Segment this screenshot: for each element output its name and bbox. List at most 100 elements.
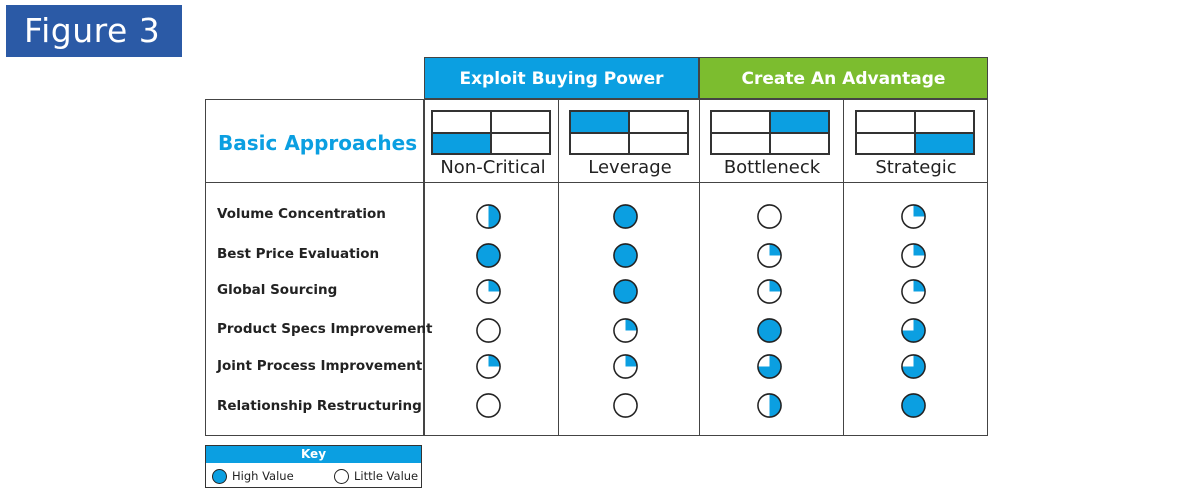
harvey-ball-outline — [475, 242, 501, 268]
harvey-ball-base — [613, 279, 637, 303]
harvey-ball-icon — [475, 242, 501, 268]
harvey-ball-fill — [769, 279, 781, 291]
harvey-ball-icon — [475, 317, 501, 343]
filled-circle-icon — [212, 469, 227, 484]
quadrant-cell — [491, 111, 550, 133]
approach-header-cell — [205, 99, 424, 183]
legend-high-label: High Value — [232, 469, 294, 483]
harvey-ball-fill — [901, 318, 925, 342]
harvey-ball-icon — [900, 392, 926, 418]
figure-label: Figure 3 — [6, 5, 182, 57]
column-divider — [558, 99, 559, 436]
harvey-ball-outline — [612, 392, 638, 418]
harvey-ball-base — [613, 393, 637, 417]
row-label-best-price-evaluation: Best Price Evaluation — [217, 246, 380, 262]
harvey-ball-outline — [475, 392, 501, 418]
quadrant-cell — [570, 132, 629, 154]
harvey-ball-icon — [475, 392, 501, 418]
harvey-ball-outline — [900, 242, 926, 268]
column-name-leverage: Leverage — [588, 157, 672, 178]
harvey-ball-icon — [900, 317, 926, 343]
harvey-ball-outline — [612, 242, 638, 268]
harvey-ball-fill — [625, 354, 637, 366]
harvey-ball-outline — [900, 278, 926, 304]
quadrant-cell — [915, 111, 974, 133]
harvey-ball-fill — [913, 204, 925, 216]
quadrant-cell — [491, 132, 550, 154]
harvey-ball-fill — [901, 354, 925, 378]
harvey-ball-outline — [756, 392, 782, 418]
harvey-ball-icon — [475, 203, 501, 229]
approach-title: Basic Approaches — [218, 131, 418, 155]
quadrant-cell — [629, 132, 688, 154]
harvey-ball-outline — [756, 278, 782, 304]
harvey-ball-icon — [475, 353, 501, 379]
harvey-ball-outline — [756, 353, 782, 379]
harvey-ball-icon — [612, 203, 638, 229]
column-divider — [843, 99, 844, 436]
harvey-ball-fill — [769, 393, 781, 417]
harvey-ball-outline — [900, 317, 926, 343]
harvey-ball-icon — [612, 317, 638, 343]
empty-circle-icon — [334, 469, 349, 484]
matrix-grid — [424, 99, 988, 436]
quadrant-cell — [856, 132, 915, 154]
harvey-ball-fill — [757, 354, 781, 378]
harvey-ball-icon — [756, 242, 782, 268]
harvey-ball-base — [476, 243, 500, 267]
quadrant-cell — [711, 132, 770, 154]
row-labels-column — [205, 183, 424, 436]
quadrant-cell — [711, 111, 770, 133]
harvey-ball-fill — [769, 243, 781, 255]
harvey-ball-outline — [612, 278, 638, 304]
harvey-ball-outline — [900, 203, 926, 229]
legend-title: Key — [206, 446, 421, 463]
quadrant-icon — [710, 110, 830, 155]
harvey-ball-base — [757, 204, 781, 228]
harvey-ball-base — [476, 318, 500, 342]
harvey-ball-fill — [625, 318, 637, 330]
group-header-advantage: Create An Advantage — [699, 57, 988, 99]
harvey-ball-outline — [756, 242, 782, 268]
harvey-ball-icon — [612, 278, 638, 304]
harvey-ball-icon — [756, 317, 782, 343]
column-divider — [699, 99, 700, 436]
harvey-ball-base — [613, 204, 637, 228]
harvey-ball-icon — [612, 392, 638, 418]
harvey-ball-outline — [475, 203, 501, 229]
harvey-ball-icon — [756, 392, 782, 418]
harvey-ball-base — [613, 243, 637, 267]
harvey-ball-outline — [475, 278, 501, 304]
quadrant-icon — [569, 110, 689, 155]
harvey-ball-icon — [475, 278, 501, 304]
quadrant-icon — [431, 110, 551, 155]
legend-item-little: Little Value — [334, 468, 418, 484]
quadrant-cell — [570, 111, 629, 133]
quadrant-cell — [770, 132, 829, 154]
column-name-strategic: Strategic — [875, 157, 957, 178]
harvey-ball-base — [476, 393, 500, 417]
legend-item-high: High Value — [212, 468, 294, 484]
harvey-ball-icon — [612, 353, 638, 379]
row-label-joint-process: Joint Process Improvement — [217, 358, 423, 374]
harvey-ball-outline — [900, 392, 926, 418]
legend-little-label: Little Value — [354, 469, 419, 483]
harvey-ball-outline — [756, 203, 782, 229]
harvey-ball-outline — [612, 203, 638, 229]
row-label-global-sourcing: Global Sourcing — [217, 282, 338, 298]
row-label-volume-concentration: Volume Concentration — [217, 206, 386, 222]
harvey-ball-outline — [475, 317, 501, 343]
harvey-ball-outline — [475, 353, 501, 379]
header-divider — [424, 182, 988, 183]
harvey-ball-icon — [900, 203, 926, 229]
quadrant-cell — [915, 132, 974, 154]
harvey-ball-icon — [756, 278, 782, 304]
harvey-ball-fill — [488, 204, 500, 228]
harvey-ball-fill — [913, 243, 925, 255]
harvey-ball-outline — [612, 317, 638, 343]
quadrant-cell — [770, 111, 829, 133]
harvey-ball-icon — [612, 242, 638, 268]
row-label-product-specs: Product Specs Improvement — [217, 321, 433, 337]
quadrant-cell — [856, 111, 915, 133]
harvey-ball-outline — [756, 317, 782, 343]
